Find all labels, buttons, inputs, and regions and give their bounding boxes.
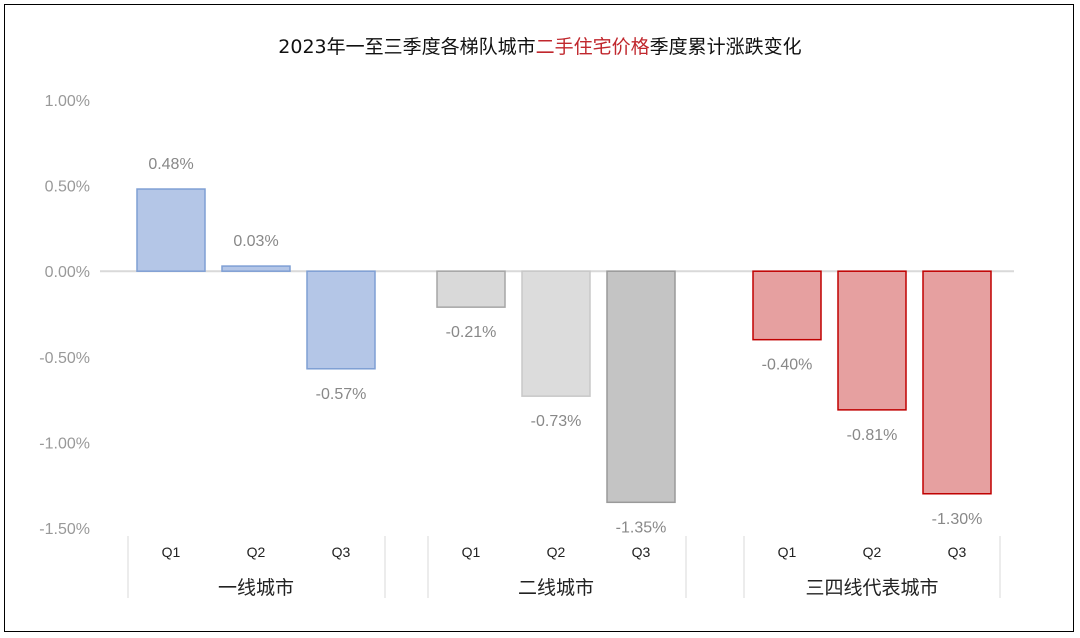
quarter-label: Q3	[632, 544, 651, 560]
title-highlight: 二手住宅价格	[535, 36, 650, 58]
y-tick-label: 0.00%	[45, 264, 90, 281]
chart-title: 2023年一至三季度各梯队城市二手住宅价格季度累计涨跌变化	[0, 32, 1080, 59]
quarter-label: Q1	[462, 544, 481, 560]
data-label: -0.40%	[762, 357, 813, 374]
data-label: -0.73%	[531, 413, 582, 430]
title-suffix: 季度累计涨跌变化	[649, 36, 802, 58]
bar-2-q3	[606, 270, 676, 504]
y-tick-label: 0.50%	[45, 179, 90, 196]
y-tick-label: -1.50%	[39, 521, 90, 538]
data-label: -0.21%	[446, 324, 497, 341]
bar-2-q2	[521, 270, 591, 397]
quarter-label: Q3	[948, 544, 967, 560]
data-label: 0.03%	[233, 233, 278, 250]
chart-frame	[4, 4, 1074, 632]
bar-2-q1	[436, 270, 506, 308]
quarter-label: Q2	[547, 544, 566, 560]
group-label: 三四线代表城市	[805, 577, 938, 599]
bar-3-q1	[752, 270, 822, 341]
data-label: 0.48%	[148, 156, 193, 173]
data-label: -0.81%	[847, 427, 898, 444]
y-tick-label: -0.50%	[39, 350, 90, 367]
data-label: -0.57%	[316, 386, 367, 403]
data-label: -1.35%	[616, 519, 667, 536]
bar-1-q2	[221, 265, 291, 272]
bar-1-q3	[306, 270, 376, 370]
bar-3-q3	[922, 270, 992, 495]
x-axis-layer: Q1 Q2 Q3 一线城市 Q1 Q2 Q3 二线城市 Q1 Q2 Q3 三四线代表城市	[127, 536, 1001, 599]
quarter-label: Q3	[332, 544, 351, 560]
quarter-label: Q1	[778, 544, 797, 560]
group-label: 一线城市	[218, 577, 294, 599]
bars-layer	[136, 188, 992, 504]
bar-1-q1	[136, 188, 206, 272]
y-tick-label: -1.00%	[39, 435, 90, 452]
quarter-label: Q2	[247, 544, 266, 560]
data-label: -1.30%	[932, 511, 983, 528]
quarter-label: Q1	[162, 544, 181, 560]
y-tick-label: 1.00%	[45, 93, 90, 110]
quarter-label: Q2	[863, 544, 882, 560]
title-prefix: 2023年一至三季度各梯队城市	[278, 36, 536, 58]
group-label: 二线城市	[518, 577, 594, 599]
bar-3-q2	[837, 270, 907, 411]
labels-layer: 1.00% 0.50% 0.00% -0.50% -1.00% -1.50% 0.48% 0.…	[39, 93, 982, 538]
